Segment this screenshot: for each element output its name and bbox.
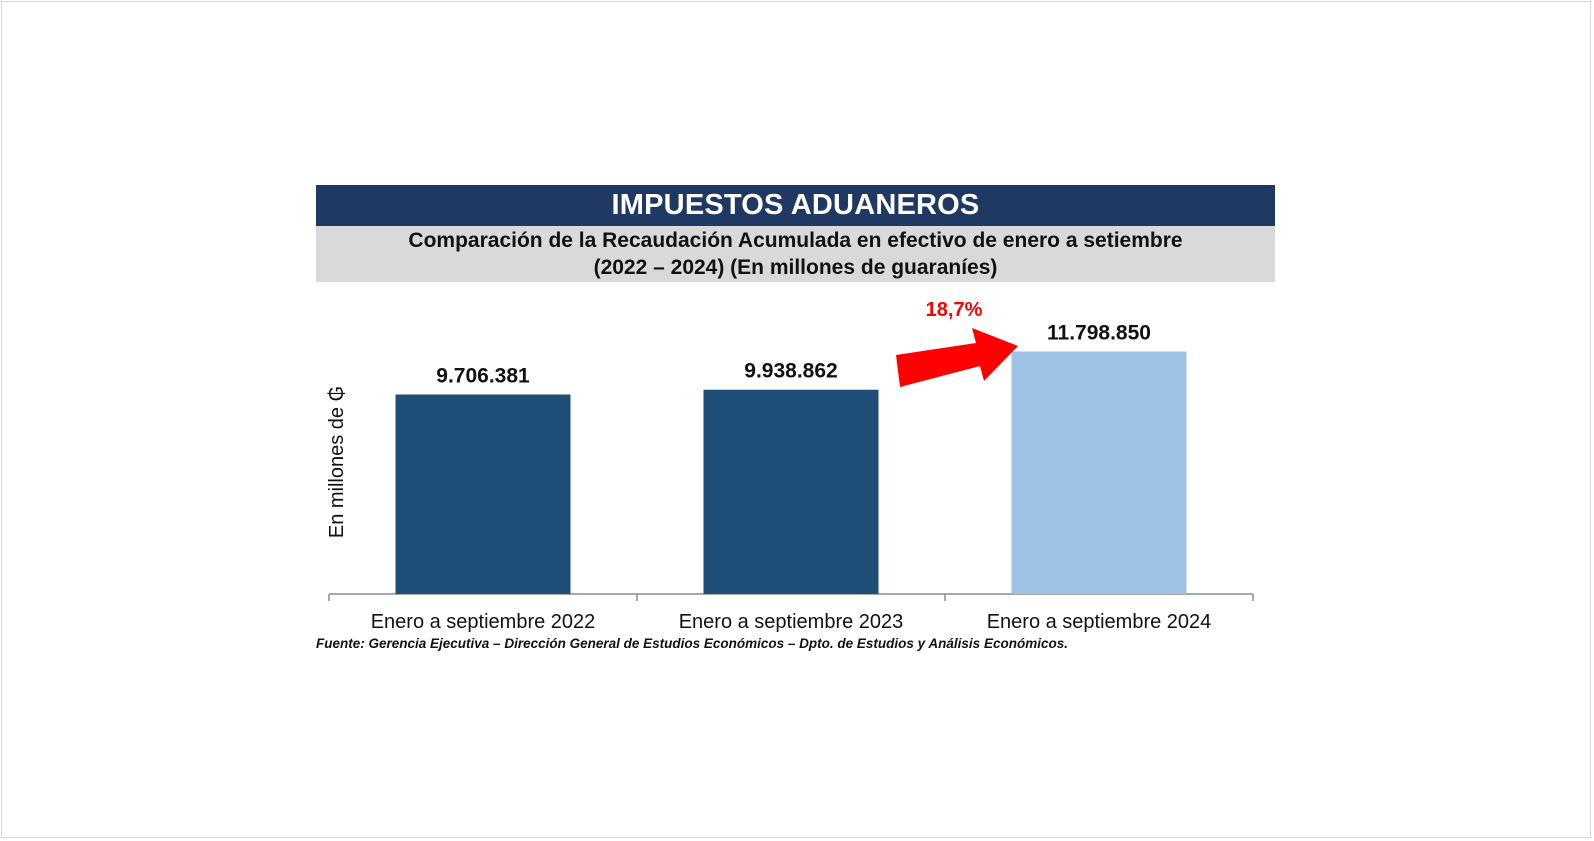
chart-title-text: IMPUESTOS ADUANEROS <box>611 189 980 221</box>
y-axis-label: En millones de ₲ <box>326 386 348 538</box>
source-note: Fuente: Gerencia Ejecutiva – Dirección G… <box>316 636 1068 651</box>
x-tick-label-3: Enero a septiembre 2024 <box>987 611 1212 633</box>
chart-title: IMPUESTOS ADUANEROS <box>316 185 1275 226</box>
data-label-2: 9.938.862 <box>744 360 837 383</box>
bar-3 <box>1011 351 1187 594</box>
data-label-3: 11.798.850 <box>1047 322 1151 345</box>
x-tick-label-2: Enero a septiembre 2023 <box>679 611 904 633</box>
growth-arrow <box>896 328 1018 387</box>
bar-2 <box>703 389 879 594</box>
chart-subtitle-line-1: Comparación de la Recaudación Acumulada … <box>408 229 1183 252</box>
chart-subtitle: Comparación de la Recaudación Acumulada … <box>316 226 1275 282</box>
chart-subtitle-line-2: (2022 – 2024) (En millones de guaraníes) <box>593 256 998 279</box>
x-tick-label-1: Enero a septiembre 2022 <box>371 611 596 633</box>
growth-annotation: 18,7% <box>926 299 983 321</box>
data-label-1: 9.706.381 <box>436 365 530 388</box>
bar-1 <box>395 394 571 594</box>
